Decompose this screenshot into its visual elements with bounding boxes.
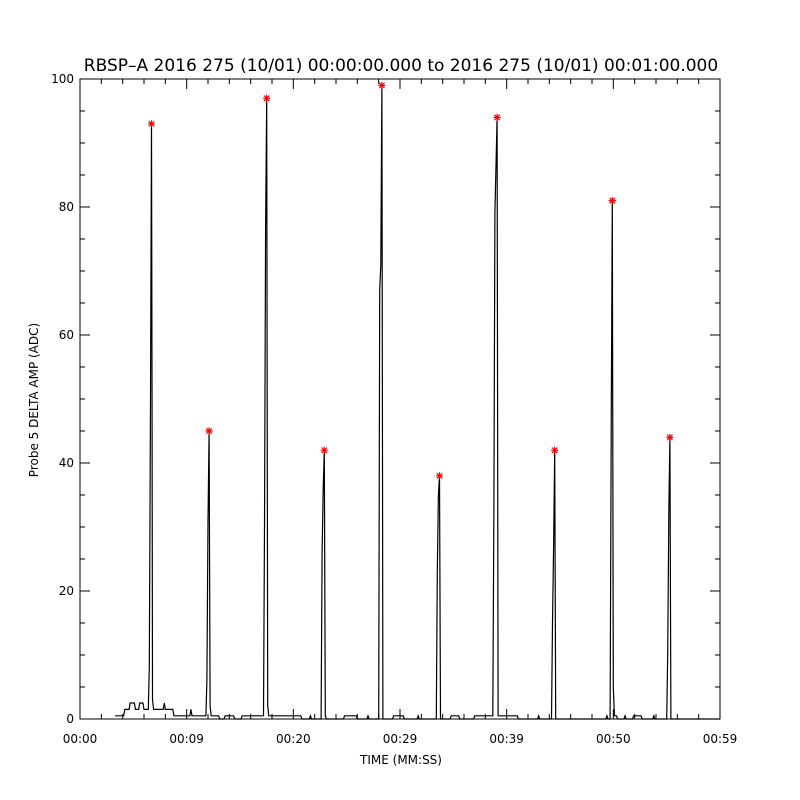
chart-title: RBSP–A 2016 275 (10/01) 00:00:00.000 to … <box>84 56 718 76</box>
peak-marker <box>435 472 444 480</box>
y-tick-label: 40 <box>59 456 74 470</box>
peak-marker <box>320 446 328 454</box>
peak-marker <box>666 433 674 441</box>
y-tick-label: 100 <box>51 72 74 86</box>
plot-frame <box>79 78 721 720</box>
y-tick-label: 60 <box>59 328 74 342</box>
peak-marker <box>263 94 271 102</box>
y-tick-label: 80 <box>59 200 74 214</box>
y-axis-label: Probe 5 DELTA AMP (ADC) <box>27 323 41 477</box>
x-tick-label: 00:39 <box>489 732 524 746</box>
x-axis-label: TIME (MM:SS) <box>359 753 442 767</box>
y-tick-label: 0 <box>66 712 74 726</box>
x-tick-label: 00:00 <box>63 732 98 746</box>
peak-marker <box>205 427 213 435</box>
series-line <box>115 85 720 720</box>
y-tick-label: 20 <box>59 584 74 598</box>
peak-marker <box>147 120 156 128</box>
plot-area: 0 20 40 60 80 100 00:00 00:09 00:20 00:29 00:39 00:… <box>51 72 737 746</box>
x-tick-label: 00:50 <box>596 732 631 746</box>
peak-marker <box>493 113 501 121</box>
x-tick-label: 00:29 <box>383 732 418 746</box>
x-tick-label: 00:09 <box>169 732 204 746</box>
peak-marker <box>551 446 559 454</box>
peak-marker <box>378 81 386 89</box>
peak-marker <box>608 197 616 205</box>
x-tick-label: 00:20 <box>276 732 311 746</box>
x-tick-label: 00:59 <box>703 732 738 746</box>
